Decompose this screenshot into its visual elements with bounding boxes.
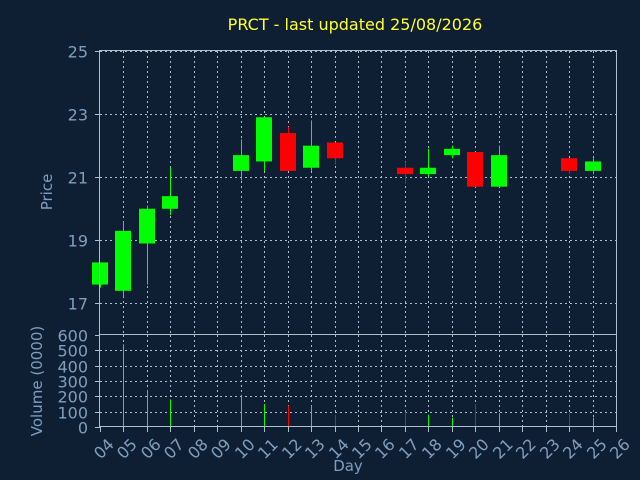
volume-panel-frame [99, 334, 617, 427]
candle-body [444, 148, 460, 156]
price-axis: 17 19 21 23 25 [68, 43, 100, 314]
volume-grid [100, 335, 616, 427]
chart-title: PRCT - last updated 25/08/2026 [228, 15, 483, 34]
candle-body [139, 208, 155, 244]
price-grid [100, 51, 616, 335]
candles [92, 117, 601, 298]
candle-body [233, 155, 249, 171]
volume-tick-label: 100 [57, 404, 88, 423]
candle-body [327, 142, 343, 159]
volume-tick-label: 0 [78, 419, 88, 438]
price-tick-label: 23 [68, 106, 88, 125]
day-tick-label: 26 [606, 435, 634, 463]
volume-tick-label: 200 [57, 388, 88, 407]
volume-axis-label: Volume (0000) [28, 326, 46, 436]
price-tick-label: 19 [68, 232, 88, 251]
price-axis-label: Price [38, 174, 56, 211]
candle-body [420, 167, 436, 175]
candle-body [491, 155, 507, 187]
volume-tick-label: 400 [57, 358, 88, 377]
volume-tick-label: 500 [57, 342, 88, 361]
candle-body [162, 196, 178, 209]
candle-body [561, 158, 577, 171]
price-tick-label: 21 [68, 169, 88, 188]
volume-tick-label: 300 [57, 373, 88, 392]
candle-body [397, 167, 413, 175]
x-axis-label: Day [333, 457, 363, 475]
volume-bars [123, 344, 594, 427]
price-tick-label: 17 [68, 295, 88, 314]
volume-tick-label: 600 [57, 327, 88, 346]
candle-body [303, 145, 319, 168]
candle-body [256, 117, 272, 162]
candle-body [585, 161, 601, 171]
price-tick-label: 25 [68, 43, 88, 62]
candle-body [467, 151, 483, 187]
candle-body [280, 133, 296, 171]
candle-body [115, 230, 131, 291]
